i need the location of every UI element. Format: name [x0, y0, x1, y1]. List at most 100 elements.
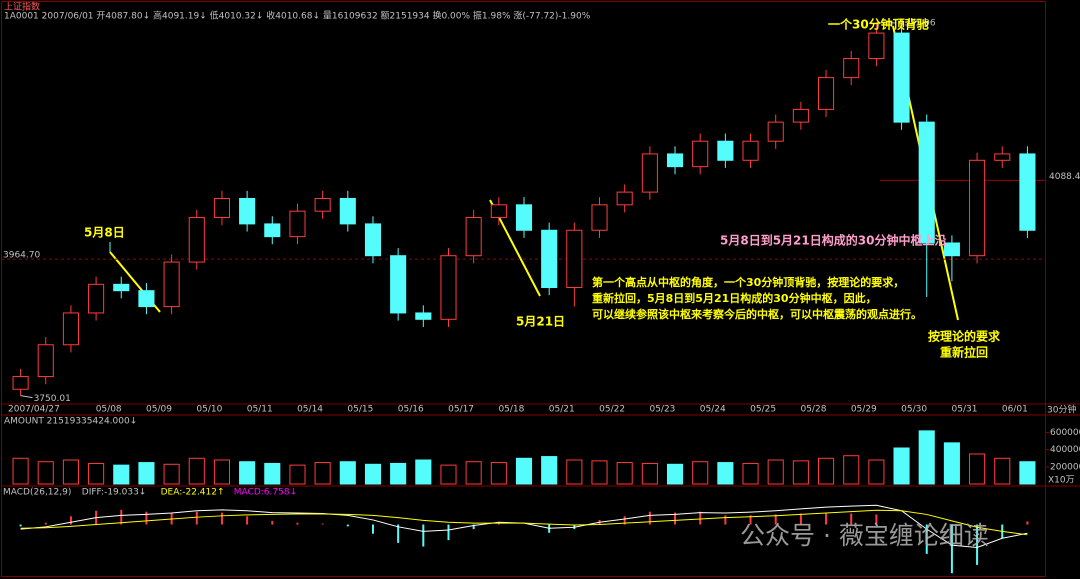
- volume-title: AMOUNT 21519335424.000↓: [4, 417, 137, 427]
- volume-bar: [415, 459, 432, 485]
- candle-body: [213, 197, 231, 219]
- candle-body: [843, 58, 860, 79]
- x-tick-label: 05/25: [750, 405, 776, 415]
- volume-bar: [817, 457, 835, 485]
- x-tick-label: 05/30: [901, 405, 927, 415]
- candle-body: [37, 344, 54, 378]
- volume-bar: [138, 462, 155, 485]
- volume-bar: [440, 464, 457, 485]
- candle-body: [188, 217, 205, 263]
- volume-bar: [616, 462, 633, 485]
- volume-bar: [868, 459, 885, 485]
- x-tick-label: 05/15: [347, 405, 373, 415]
- legend-entry: MACD(26,12,9): [3, 488, 71, 498]
- x-tick-label: 05/31: [952, 405, 978, 415]
- x-tick-label: 05/14: [297, 405, 323, 415]
- candle-body: [364, 223, 382, 257]
- candle-body: [969, 159, 986, 257]
- volume-bar: [641, 462, 658, 485]
- x-tick-label: 05/17: [448, 405, 474, 415]
- volume-bar: [943, 442, 960, 485]
- legend-entry: MACD:6.758↓: [234, 488, 297, 498]
- volume-bar: [591, 460, 608, 485]
- volume-unit: X10万: [1048, 476, 1075, 486]
- x-tick-label: 05/08: [96, 405, 122, 415]
- x-tick-label: 05/28: [800, 405, 826, 415]
- legend-entry: DIFF:-19.033↓: [82, 488, 147, 498]
- candle-body: [113, 283, 130, 292]
- volume-bar: [742, 462, 759, 485]
- annotation: 一个30分钟顶背驰: [828, 17, 929, 32]
- volume-bar: [1019, 461, 1036, 485]
- volume-bar: [113, 464, 130, 485]
- x-tick-label: 05/29: [851, 405, 877, 415]
- candle-body: [138, 290, 155, 308]
- candle-body: [490, 204, 507, 219]
- x-tick-label: 05/18: [498, 405, 524, 415]
- volume-bar: [969, 453, 986, 485]
- volume-bar: [12, 457, 29, 485]
- candle-body: [239, 197, 256, 225]
- volume-bar: [767, 459, 784, 485]
- candle-body: [314, 197, 331, 212]
- candle-body: [465, 217, 482, 257]
- volume-bar: [666, 463, 684, 485]
- volume-bar: [88, 462, 105, 485]
- candle-body: [88, 283, 105, 314]
- candle-body: [390, 255, 407, 314]
- volume-bar: [188, 457, 205, 485]
- y-tick-label: 200000: [1050, 462, 1080, 472]
- candle-body: [893, 32, 910, 123]
- candle-body: [264, 223, 281, 238]
- candle-body: [289, 210, 306, 238]
- macd-legend: MACD(26,12,9) DIFF:-19.033↓ DEA:-22.412↑ MA…: [3, 488, 297, 498]
- volume-bar: [390, 462, 407, 485]
- volume-bar: [239, 461, 256, 485]
- period: 30分钟: [1047, 404, 1076, 416]
- volume-bar: [541, 456, 558, 485]
- title: 上证指数: [4, 1, 40, 13]
- annotation: 可以继续参照该中枢来考察今后的中枢，可以中枢震荡的观点进行。: [592, 307, 922, 321]
- candle-body: [566, 229, 583, 289]
- max-label: 4335.96: [898, 18, 935, 28]
- volume-bar: [918, 430, 935, 485]
- macd-line: [20, 509, 1028, 536]
- min-label: 3750.01: [34, 394, 71, 404]
- volume-bar: [37, 461, 54, 485]
- x-tick-label: 06/01: [1002, 405, 1028, 415]
- volume-bar: [289, 464, 306, 485]
- annotation: 5月21日: [516, 315, 565, 329]
- candle-body: [717, 140, 734, 161]
- volume-bar: [843, 455, 860, 485]
- x-tick-label: 05/11: [247, 405, 273, 415]
- candle-body: [339, 197, 356, 225]
- volume-bar: [566, 459, 583, 485]
- volume-bar: [339, 461, 356, 485]
- volume-bar: [364, 463, 382, 485]
- volume-bar: [893, 447, 910, 485]
- volume-bar: [62, 459, 79, 485]
- y-tick-label: 600000: [1050, 428, 1080, 438]
- x-tick-label: 05/24: [700, 405, 726, 415]
- volume-bar: [490, 462, 507, 485]
- x-tick-label: 2007/04/27: [8, 405, 60, 415]
- volume-bar: [515, 457, 533, 485]
- volume-bar: [994, 457, 1011, 485]
- volume-bar: [792, 460, 809, 485]
- volume-bar: [314, 462, 331, 485]
- candle-body: [692, 140, 709, 168]
- annotation: 重新拉回: [940, 345, 988, 360]
- candle-body: [641, 153, 658, 193]
- candle-body: [440, 255, 457, 320]
- volume-bar: [717, 462, 734, 485]
- candle-body: [742, 140, 759, 161]
- volume-bar: [163, 463, 180, 485]
- candle-body: [415, 312, 432, 320]
- min-marker: [20, 395, 33, 399]
- candle-body: [792, 108, 809, 123]
- ref-label: 4088.4: [1049, 172, 1080, 182]
- candle-body: [591, 204, 608, 231]
- annotation: 5月8日到5月21日构成的30分钟中枢上沿: [720, 233, 946, 248]
